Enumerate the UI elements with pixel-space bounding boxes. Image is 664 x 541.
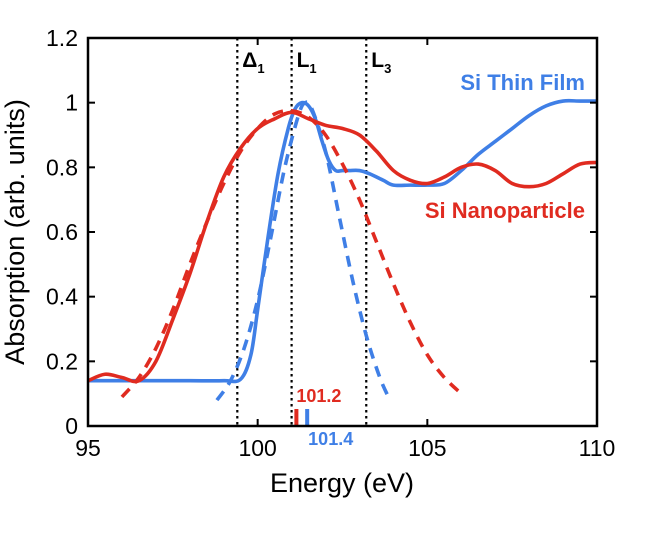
x-tick-label-0: 95 (75, 435, 101, 461)
peak-marker-label-0: 101.2 (296, 386, 341, 406)
series-line-si-thin-film-fit (215, 100, 392, 402)
series-line-si-nanoparticle (88, 110, 597, 384)
reference-line-label-2: L3 (371, 49, 391, 76)
y-tick-label-2: 0.4 (46, 284, 78, 310)
y-tick-label-6: 1.2 (46, 25, 78, 51)
y-axis-title: Absorption (arb. units) (0, 99, 30, 365)
series-line-si-nanoparticle-fit (120, 108, 463, 399)
axis-ticks: 95 100 105 110 0 0.2 0.4 0.6 0.8 1 1.2 (46, 25, 615, 461)
reference-line-label-1: L1 (297, 49, 317, 76)
y-tick-label-1: 0.2 (46, 348, 78, 374)
x-tick-label-1: 100 (238, 435, 276, 461)
peak-markers: 101.2 101.4 (294, 386, 353, 449)
peak-marker-0 (294, 409, 299, 426)
series-label-si-nanoparticle: Si Nanoparticle (425, 198, 585, 223)
reference-line-label-0: Δ1 (242, 49, 264, 76)
peak-marker-1 (305, 409, 310, 426)
reference-lines: Δ1 L1 L3 (236, 38, 391, 426)
series-layer (88, 98, 597, 402)
y-tick-label-0: 0 (65, 413, 78, 439)
y-tick-label-5: 1 (65, 90, 78, 116)
y-tick-label-3: 0.6 (46, 219, 78, 245)
series-label-si-thin-film: Si Thin Film (460, 70, 585, 95)
x-tick-label-3: 110 (579, 435, 616, 461)
plot-frame (86, 36, 599, 428)
y-tick-label-4: 0.8 (46, 154, 78, 180)
series-line-si-thin-film (88, 98, 597, 384)
x-tick-label-2: 105 (408, 435, 446, 461)
x-axis-title: Energy (eV) (270, 468, 414, 498)
peak-marker-label-1: 101.4 (308, 429, 353, 449)
